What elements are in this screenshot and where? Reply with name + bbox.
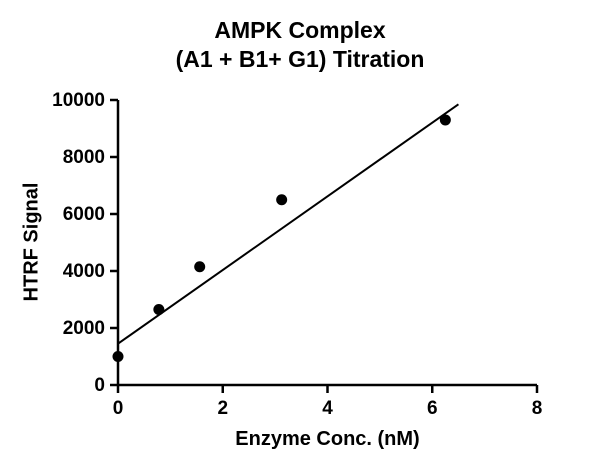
- x-tick-label: 0: [113, 398, 124, 419]
- x-axis-label: Enzyme Conc. (nM): [235, 428, 420, 450]
- y-tick-label: 2000: [63, 318, 105, 339]
- y-tick-label: 8000: [63, 147, 105, 168]
- y-tick-label: 6000: [63, 204, 105, 225]
- x-tick-label: 8: [532, 398, 543, 419]
- data-point: [439, 114, 451, 126]
- chart-title: AMPK Complex (A1 + B1+ G1) Titration: [55, 16, 545, 75]
- y-tick-label: 4000: [63, 261, 105, 282]
- y-tick-label: 0: [94, 375, 105, 396]
- fit-line: [117, 103, 460, 345]
- data-point: [112, 351, 124, 362]
- x-tick-label: 2: [217, 398, 228, 419]
- data-point: [194, 261, 206, 273]
- chart-title-line2: (A1 + B1+ G1) Titration: [175, 46, 425, 73]
- y-tick-label: 10000: [52, 90, 105, 111]
- x-tick-label: 4: [322, 398, 333, 419]
- x-tick-label: 6: [427, 398, 438, 419]
- data-point: [153, 303, 165, 315]
- chart-title-line1: AMPK Complex: [214, 17, 386, 43]
- data-point: [276, 194, 288, 206]
